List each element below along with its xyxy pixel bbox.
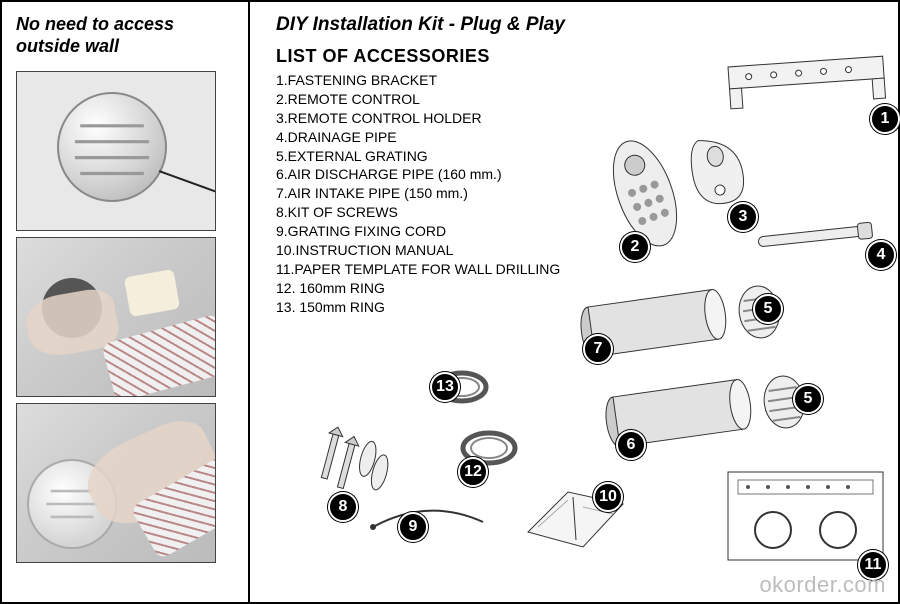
- part-screws: [316, 425, 395, 498]
- badge-2: 2: [620, 232, 650, 262]
- badge-10: 10: [593, 482, 623, 512]
- page-frame: No need to access outside wall: [0, 0, 900, 604]
- vent-icon: [57, 92, 167, 202]
- part-template: [728, 472, 883, 560]
- badge-8: 8: [328, 492, 358, 522]
- left-title-line2: outside wall: [16, 36, 119, 56]
- watermark: okorder.com: [759, 572, 886, 598]
- badge-4: 4: [866, 240, 896, 270]
- left-panel: No need to access outside wall: [2, 2, 250, 602]
- badge-9: 9: [398, 512, 428, 542]
- badge-6: 6: [616, 430, 646, 460]
- wire-icon: [159, 170, 216, 196]
- badge-5b: 5: [793, 384, 823, 414]
- badge-12: 12: [458, 457, 488, 487]
- badge-1: 1: [870, 104, 900, 134]
- part-bracket: [728, 56, 886, 109]
- badge-13: 13: [430, 372, 460, 402]
- left-title: No need to access outside wall: [16, 14, 234, 57]
- badge-7: 7: [583, 334, 613, 364]
- part-drainage-pipe: [758, 222, 873, 250]
- part-holder: [688, 135, 747, 207]
- photo-external-vent: [16, 71, 216, 231]
- right-panel: DIY Installation Kit - Plug & Play LIST …: [250, 2, 898, 602]
- badge-5a: 5: [753, 294, 783, 324]
- badge-3: 3: [728, 202, 758, 232]
- left-title-line1: No need to access: [16, 14, 174, 34]
- photo-insert-insulation: [16, 237, 216, 397]
- photo-fit-cover: [16, 403, 216, 563]
